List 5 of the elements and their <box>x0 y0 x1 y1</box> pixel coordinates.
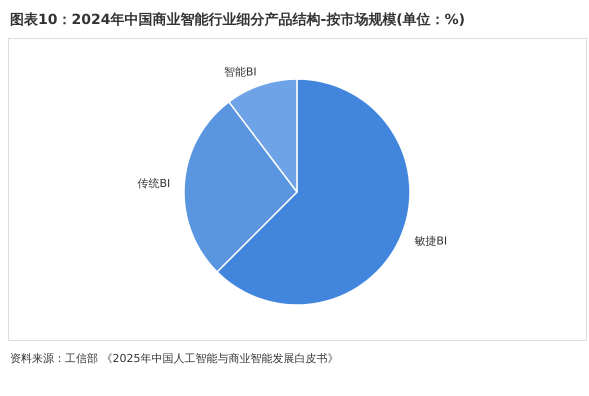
slice-label: 智能BI <box>224 66 257 79</box>
slice-label: 敏捷BI <box>414 234 448 248</box>
text: 资料来源：工信部 《2025年中国人工智能与商业智能发展白皮书》 <box>10 352 338 365</box>
slice-label: 传统BI <box>138 177 170 190</box>
chart-title: 图表10：2024年中国商业智能行业细分产品结构-按市场规模(单位：%) <box>10 11 466 28</box>
